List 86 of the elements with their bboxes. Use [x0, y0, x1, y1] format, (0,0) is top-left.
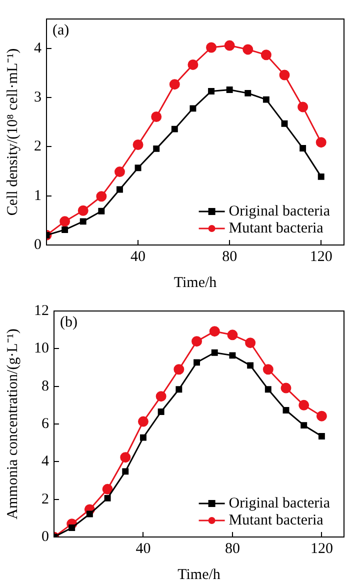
annotation: (b) [60, 314, 78, 330]
x-axis-title: Time/h [174, 274, 218, 291]
point [171, 126, 178, 132]
point [60, 216, 70, 227]
point [132, 140, 144, 150]
y-tick-label: 2 [42, 491, 49, 508]
point [279, 70, 290, 80]
point [151, 112, 162, 122]
point [280, 382, 292, 394]
point [262, 96, 270, 103]
point [192, 336, 202, 347]
point [262, 364, 274, 375]
point [300, 422, 308, 429]
point [96, 191, 107, 202]
legend-label: Mutant bacteria [228, 220, 324, 236]
point [298, 102, 308, 112]
point [140, 434, 146, 441]
x-tick-label: 120 [310, 540, 333, 557]
point [116, 186, 123, 193]
point [208, 88, 214, 94]
point [158, 408, 164, 415]
point [318, 433, 325, 440]
point [80, 218, 86, 225]
point [68, 524, 76, 531]
point [104, 494, 111, 502]
point [169, 79, 180, 90]
point [188, 59, 198, 70]
point [224, 40, 235, 51]
legend-label: Original bacteria [228, 495, 330, 512]
point [78, 205, 88, 216]
x-tick-label: 120 [310, 248, 332, 265]
x-tick-label: 40 [130, 248, 146, 265]
point [176, 386, 182, 393]
point [102, 484, 113, 494]
point [120, 452, 131, 463]
point [227, 330, 238, 340]
y-tick-label: 12 [34, 302, 49, 319]
y-tick-label: 3 [34, 90, 42, 106]
point [138, 416, 148, 427]
annotation: (a) [52, 22, 70, 38]
point [245, 338, 256, 348]
point [209, 326, 220, 337]
point [264, 386, 272, 393]
point [242, 44, 254, 55]
point [281, 120, 288, 127]
y-tick-label: 0 [42, 528, 49, 545]
x-tick-label: 80 [222, 248, 238, 265]
point [316, 410, 327, 422]
point [247, 362, 254, 369]
y-tick-label: 4 [34, 40, 42, 56]
legend-label: Mutant bacteria [228, 512, 324, 528]
point [260, 50, 272, 60]
x-axis-title: Time/h [178, 566, 221, 583]
point [190, 105, 196, 112]
point [153, 145, 160, 152]
point [282, 407, 290, 414]
point [62, 226, 68, 233]
y-tick-label: 8 [42, 378, 49, 394]
point [229, 352, 236, 359]
point [114, 166, 125, 178]
y-axis-title: Ammonia concentration/(g·L⁻¹) [4, 328, 21, 520]
y-tick-label: 2 [34, 138, 42, 155]
y-tick-label: 4 [42, 454, 50, 470]
point [318, 173, 324, 180]
point [298, 400, 310, 410]
point [134, 164, 142, 172]
point [226, 86, 233, 93]
point [300, 144, 306, 152]
y-axis-title: Cell density/(10⁸ cell·mL⁻¹) [4, 48, 21, 216]
y-tick-label: 1 [34, 188, 42, 204]
point [122, 468, 129, 475]
point [194, 359, 200, 366]
point [174, 364, 184, 375]
point [211, 349, 218, 356]
point [86, 510, 93, 518]
point [98, 208, 105, 214]
x-tick-label: 40 [136, 540, 151, 557]
x-tick-label: 80 [224, 540, 240, 557]
point [206, 42, 217, 53]
y-tick-label: 0 [34, 236, 42, 253]
y-tick-label: 6 [42, 416, 50, 432]
y-tick-label: 10 [34, 340, 49, 357]
legend-label: Original bacteria [228, 203, 330, 220]
point [156, 391, 166, 402]
point [316, 137, 326, 148]
point [244, 90, 252, 96]
